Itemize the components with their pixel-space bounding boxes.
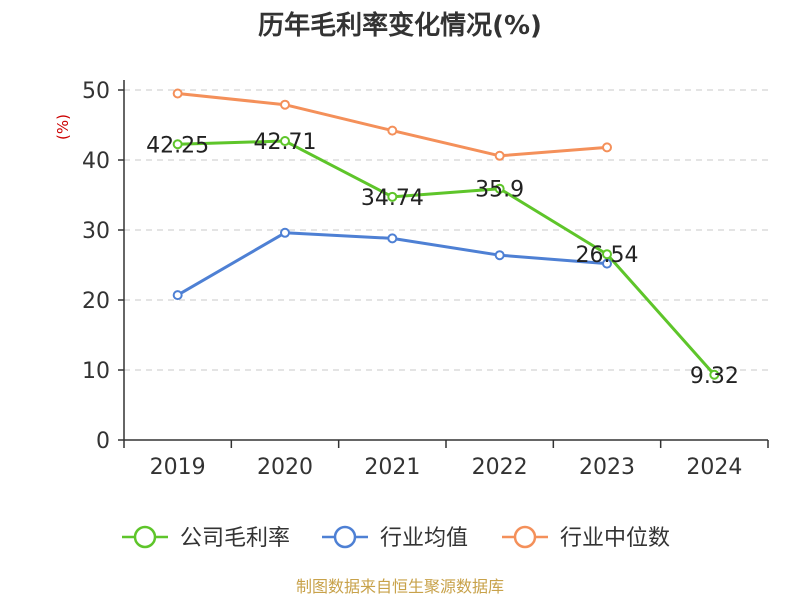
y-tick-label: 30 (82, 219, 110, 244)
axes: 0 10 20 30 40 50 2019 2020 2021 2022 2023 2024 (82, 79, 769, 480)
legend-swatch-marker (513, 525, 537, 549)
x-tick-label: 2024 (686, 455, 742, 480)
x-tick-label: 2023 (579, 455, 635, 480)
data-label: 26.54 (576, 243, 639, 268)
legend: 公司毛利率 行业均值 行业中位数 (122, 525, 670, 551)
legend-item: 行业均值 (322, 525, 468, 551)
data-label: 35.9 (475, 178, 524, 203)
source-note: 制图数据来自恒生聚源数据库 (296, 577, 504, 596)
series-line (177, 139, 716, 376)
series-group (172, 88, 720, 380)
data-point (494, 150, 505, 161)
data-point (602, 258, 612, 269)
data-point (387, 233, 398, 244)
data-point (602, 249, 612, 260)
y-tick-label: 20 (82, 289, 110, 314)
legend-item: 行业中位数 (502, 525, 670, 551)
data-point (172, 88, 183, 99)
series-line (177, 92, 608, 158)
legend-label: 公司毛利率 (180, 526, 290, 551)
data-point (494, 250, 505, 261)
x-tick-label: 2019 (150, 455, 206, 480)
y-tick-label: 50 (82, 79, 110, 104)
grid-lines (124, 89, 768, 371)
legend-swatch-marker (333, 525, 357, 549)
legend-label: 行业中位数 (560, 526, 670, 551)
x-tick-label: 2021 (364, 455, 420, 480)
x-tick-label: 2020 (257, 455, 313, 480)
data-label: 42.25 (146, 133, 209, 158)
x-tick-label: 2022 (472, 455, 528, 480)
data-point (602, 142, 612, 153)
y-axis-unit: (%) (54, 114, 72, 140)
data-point (280, 99, 290, 110)
data-label: 34.74 (361, 186, 424, 211)
data-point (172, 139, 183, 150)
data-point (172, 290, 183, 301)
y-tick-label: 10 (82, 359, 110, 384)
series-行业中位数 (172, 88, 612, 161)
data-point (387, 125, 398, 136)
data-point (387, 191, 398, 202)
data-labels: 42.25 42.71 34.74 35.9 26.54 9.32 (146, 130, 739, 389)
chart-title: 历年毛利率变化情况(%) (258, 10, 542, 41)
data-point (280, 136, 290, 147)
data-label: 42.71 (254, 130, 317, 155)
series-公司毛利率 (172, 136, 720, 380)
series-行业均值 (172, 227, 612, 301)
data-point (494, 183, 505, 194)
data-point (280, 227, 290, 238)
y-tick-label: 0 (96, 429, 110, 454)
legend-item: 公司毛利率 (122, 525, 290, 551)
legend-label: 行业均值 (380, 526, 468, 551)
legend-swatch-marker (133, 525, 157, 549)
y-tick-label: 40 (82, 149, 110, 174)
data-point (709, 369, 720, 380)
data-label: 9.32 (690, 364, 739, 389)
